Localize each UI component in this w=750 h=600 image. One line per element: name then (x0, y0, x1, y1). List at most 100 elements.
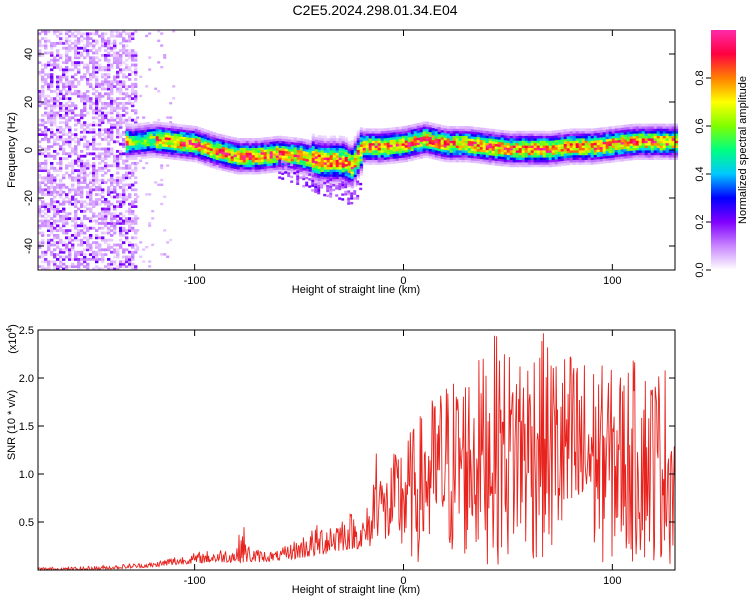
spectrogram-cell (83, 32, 87, 36)
spectrogram-cell (221, 158, 226, 162)
spectrogram-cell (56, 253, 60, 256)
spectrogram-cell (332, 159, 337, 163)
spectrogram-cell (626, 148, 631, 152)
spectrogram-cell (350, 164, 355, 167)
spectrogram-cell (263, 168, 268, 172)
spectrogram-cell (365, 162, 370, 165)
spectrogram-cell (614, 142, 619, 146)
spectrogram-cell (656, 145, 661, 148)
spectrogram-cell (197, 146, 202, 150)
spectrogram-cell (83, 94, 87, 98)
spectrogram-cell (242, 150, 247, 153)
spectrogram-cell (365, 147, 370, 151)
spectrogram-cell (53, 90, 57, 93)
spectrogram-cell (41, 224, 45, 228)
spectrogram-cell (116, 255, 120, 259)
spectrogram-cell (98, 58, 102, 62)
spectrogram-cell (47, 238, 51, 242)
spectrogram-cell (131, 92, 135, 96)
spectrogram-cell (107, 37, 111, 40)
spectrogram-cell (503, 159, 508, 162)
spectrogram-cell (200, 159, 205, 163)
spectrogram-cell (50, 253, 54, 256)
spectrogram-cell (644, 135, 649, 139)
spectrogram-cell (350, 144, 355, 148)
spectrogram-cell (59, 255, 63, 259)
spectrogram-cell (56, 234, 60, 237)
spectrogram-cell (145, 85, 149, 88)
spectrogram-cell (500, 132, 505, 136)
spectrogram-cell (47, 202, 51, 206)
spectrogram-cell (488, 147, 493, 151)
spectrogram-cell (458, 157, 463, 160)
spectrogram-cell (461, 150, 466, 153)
spectrogram-cell (224, 147, 229, 151)
spectrogram-cell (59, 138, 63, 141)
spectrogram-cell (275, 162, 280, 166)
spectrogram-cell (71, 42, 75, 45)
spectrogram-cell (215, 138, 220, 141)
spectrogram-cell (154, 87, 158, 90)
spectrogram-cell (101, 190, 105, 194)
spectrogram-cell (56, 66, 60, 69)
spectrogram-cell (131, 222, 135, 225)
spectrogram-cell (77, 243, 81, 247)
spectrogram-cell (80, 116, 84, 120)
spectrogram-cell (65, 80, 69, 84)
spectrogram-cell (38, 150, 42, 153)
spectrogram-cell (383, 161, 388, 165)
spectrogram-cell (539, 154, 544, 158)
spectrogram-cell (41, 190, 45, 194)
spectrogram-cell (95, 68, 99, 72)
spectrogram-cell (59, 37, 63, 40)
spectrogram-cell (548, 159, 553, 163)
spectrogram-cell (539, 145, 544, 148)
spectrogram-cell (56, 210, 60, 213)
spectrogram-cell (626, 138, 631, 142)
spectrogram-cell (59, 183, 63, 187)
spectrogram-cell (611, 154, 616, 158)
spectrogram-cell (221, 151, 226, 155)
spectrogram-cell (134, 243, 138, 247)
spectrogram-cell (92, 135, 96, 139)
spectrogram-cell (320, 171, 325, 175)
spectrogram-cell (317, 159, 322, 162)
spectrogram-cell (335, 154, 340, 158)
spectrogram-cell (428, 134, 433, 137)
spectrogram-cell (122, 198, 126, 201)
spectrogram-cell (623, 131, 628, 135)
spectrogram-cell (38, 246, 42, 249)
spectrogram-cell (167, 127, 172, 131)
spectrogram-cell (104, 222, 108, 225)
spectrogram-cell (173, 152, 178, 156)
spectrogram-cell (80, 190, 84, 194)
spectrogram-cell (305, 161, 310, 164)
spectrogram-cell (56, 135, 60, 139)
spectrogram-cell (656, 152, 661, 156)
spectrogram-cell (395, 146, 400, 149)
spectrogram-cell (395, 160, 400, 164)
spectrogram-cell (107, 178, 111, 182)
spectrogram-cell (83, 37, 87, 40)
spectrogram-cell (365, 145, 370, 148)
spectrogram-cell (65, 42, 69, 45)
spectrogram-cell (620, 151, 625, 155)
spectrogram-cell (317, 137, 322, 141)
spectrogram-cell (296, 164, 301, 167)
spectrogram-cell (431, 130, 436, 133)
spectrogram-cell (92, 152, 96, 156)
spectrogram-cell (314, 180, 319, 183)
spectrogram-cell (38, 188, 42, 192)
spectrogram-cell (335, 171, 340, 175)
spectrogram-cell (41, 87, 45, 91)
spectrogram-cell (245, 154, 250, 158)
spectrogram-cell (77, 169, 81, 172)
y-tick-label: 40 (23, 48, 35, 60)
spectrogram-cell (518, 135, 523, 139)
spectrogram-cell (68, 174, 72, 177)
spectrogram-cell (101, 118, 105, 122)
spectrogram-cell (50, 135, 54, 139)
spectrogram-cell (662, 128, 667, 132)
spectrogram-cell (80, 135, 84, 139)
spectrogram-cell (185, 141, 190, 145)
